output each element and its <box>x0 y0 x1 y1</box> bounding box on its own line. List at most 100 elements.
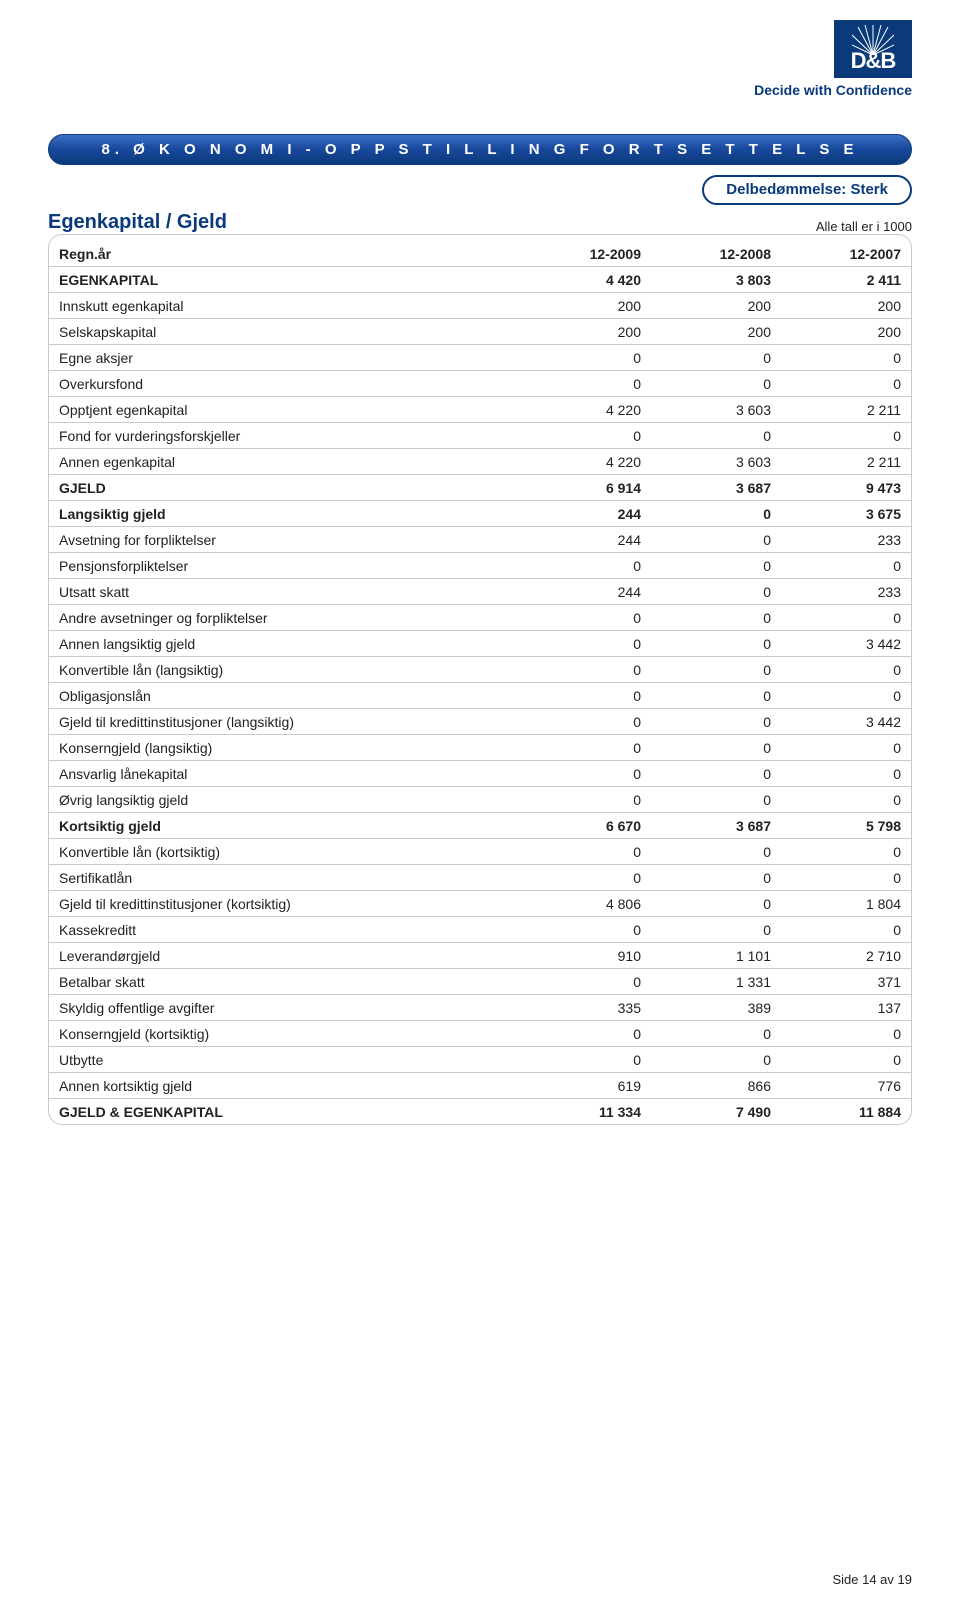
rating-badge-text: Delbedømmelse: Sterk <box>726 181 888 198</box>
row-value: 0 <box>521 786 651 812</box>
row-value: 6 670 <box>521 812 651 838</box>
row-value: 3 675 <box>781 500 911 526</box>
row-value: 0 <box>781 864 911 890</box>
row-value: 3 603 <box>651 448 781 474</box>
row-value: 0 <box>521 838 651 864</box>
row-value: 0 <box>651 656 781 682</box>
row-value: 0 <box>651 1020 781 1046</box>
table-row: Konvertible lån (kortsiktig)000 <box>49 838 911 864</box>
row-label: Konserngjeld (langsiktig) <box>49 734 521 760</box>
row-value: 0 <box>521 968 651 994</box>
col-head-3: 12-2007 <box>781 241 911 266</box>
table-row: Sertifikatlån000 <box>49 864 911 890</box>
row-value: 137 <box>781 994 911 1020</box>
row-value: 0 <box>781 370 911 396</box>
row-value: 910 <box>521 942 651 968</box>
row-value: 11 334 <box>521 1098 651 1124</box>
row-value: 389 <box>651 994 781 1020</box>
col-head-2: 12-2008 <box>651 241 781 266</box>
row-value: 0 <box>781 552 911 578</box>
table-row: Ansvarlig lånekapital000 <box>49 760 911 786</box>
row-value: 0 <box>521 604 651 630</box>
row-value: 0 <box>651 604 781 630</box>
table-row: Egne aksjer000 <box>49 344 911 370</box>
table-header-row: Regn.år 12-2009 12-2008 12-2007 <box>49 241 911 266</box>
section-title-text: 8. Ø K O N O M I - O P P S T I L L I N G… <box>101 141 858 158</box>
row-value: 244 <box>521 526 651 552</box>
row-label: Avsetning for forpliktelser <box>49 526 521 552</box>
row-label: Annen langsiktig gjeld <box>49 630 521 656</box>
table-row: Selskapskapital200200200 <box>49 318 911 344</box>
row-label: Konvertible lån (kortsiktig) <box>49 838 521 864</box>
table-row: Overkursfond000 <box>49 370 911 396</box>
row-label: Skyldig offentlige avgifter <box>49 994 521 1020</box>
table-row: Obligasjonslån000 <box>49 682 911 708</box>
row-label: Utbytte <box>49 1046 521 1072</box>
table-row: Øvrig langsiktig gjeld000 <box>49 786 911 812</box>
col-head-1: 12-2009 <box>521 241 651 266</box>
row-value: 1 331 <box>651 968 781 994</box>
row-value: 0 <box>651 734 781 760</box>
row-value: 2 411 <box>781 266 911 292</box>
row-value: 619 <box>521 1072 651 1098</box>
row-value: 200 <box>781 292 911 318</box>
row-value: 6 914 <box>521 474 651 500</box>
row-value: 0 <box>781 734 911 760</box>
row-label: Annen egenkapital <box>49 448 521 474</box>
row-value: 0 <box>521 708 651 734</box>
row-value: 0 <box>521 656 651 682</box>
table-row: Konvertible lån (langsiktig)000 <box>49 656 911 682</box>
row-value: 0 <box>651 630 781 656</box>
row-value: 866 <box>651 1072 781 1098</box>
row-value: 3 687 <box>651 812 781 838</box>
table-row: GJELD6 9143 6879 473 <box>49 474 911 500</box>
financial-table: Regn.år 12-2009 12-2008 12-2007 EGENKAPI… <box>49 241 911 1124</box>
row-label: Egne aksjer <box>49 344 521 370</box>
row-value: 0 <box>521 630 651 656</box>
rating-badge: Delbedømmelse: Sterk <box>702 175 912 205</box>
table-title: Egenkapital / Gjeld <box>48 211 227 234</box>
row-value: 0 <box>651 890 781 916</box>
row-value: 233 <box>781 526 911 552</box>
row-value: 4 420 <box>521 266 651 292</box>
logo-text: D&B <box>851 48 896 74</box>
row-value: 4 220 <box>521 396 651 422</box>
row-value: 233 <box>781 578 911 604</box>
table-row: Kortsiktig gjeld6 6703 6875 798 <box>49 812 911 838</box>
row-value: 0 <box>651 916 781 942</box>
row-label: Andre avsetninger og forpliktelser <box>49 604 521 630</box>
row-label: Obligasjonslån <box>49 682 521 708</box>
row-value: 200 <box>521 292 651 318</box>
row-value: 0 <box>651 708 781 734</box>
row-value: 0 <box>781 1020 911 1046</box>
row-value: 4 220 <box>521 448 651 474</box>
row-value: 11 884 <box>781 1098 911 1124</box>
row-label: Konvertible lån (langsiktig) <box>49 656 521 682</box>
table-row: Utbytte000 <box>49 1046 911 1072</box>
row-value: 0 <box>781 604 911 630</box>
row-value: 2 211 <box>781 448 911 474</box>
row-label: Øvrig langsiktig gjeld <box>49 786 521 812</box>
row-value: 0 <box>651 682 781 708</box>
row-label: Leverandørgjeld <box>49 942 521 968</box>
row-value: 0 <box>651 344 781 370</box>
row-value: 0 <box>651 1046 781 1072</box>
table-row: Konserngjeld (langsiktig)000 <box>49 734 911 760</box>
table-row: Opptjent egenkapital4 2203 6032 211 <box>49 396 911 422</box>
row-value: 0 <box>521 552 651 578</box>
row-value: 1 804 <box>781 890 911 916</box>
table-row: Annen egenkapital4 2203 6032 211 <box>49 448 911 474</box>
table-row: Kassekreditt000 <box>49 916 911 942</box>
row-value: 0 <box>651 838 781 864</box>
row-value: 3 803 <box>651 266 781 292</box>
row-label: Konserngjeld (kortsiktig) <box>49 1020 521 1046</box>
row-value: 200 <box>781 318 911 344</box>
row-value: 0 <box>521 1020 651 1046</box>
row-value: 0 <box>781 786 911 812</box>
row-value: 0 <box>521 344 651 370</box>
row-value: 244 <box>521 500 651 526</box>
row-label: Kortsiktig gjeld <box>49 812 521 838</box>
row-value: 200 <box>521 318 651 344</box>
row-label: Utsatt skatt <box>49 578 521 604</box>
col-head-label: Regn.år <box>49 241 521 266</box>
